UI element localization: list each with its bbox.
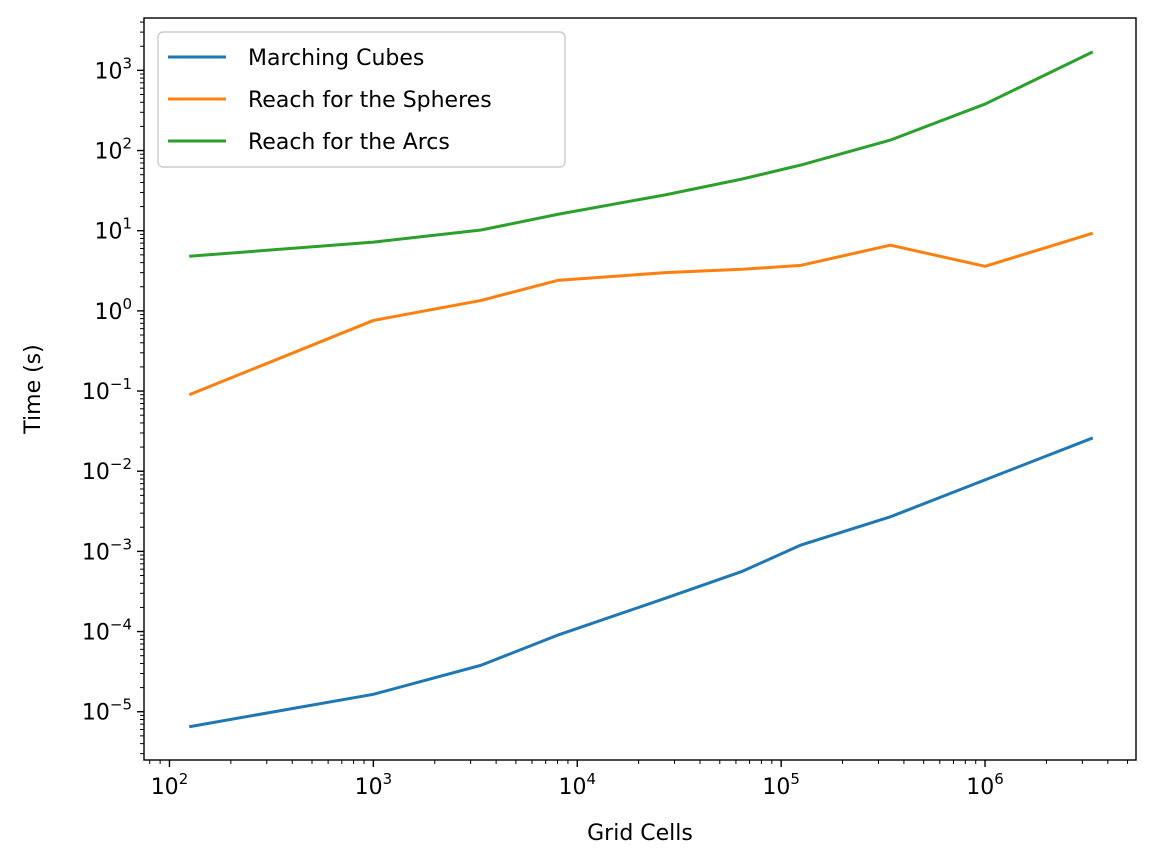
x-tick-label: 106: [966, 770, 1004, 800]
legend: Marching Cubes Reach for the Spheres Reach…: [157, 31, 566, 168]
y-tick-label: 102: [94, 135, 132, 165]
ticks-layer: 102 103 104 105 106 10−5 10−4 10−3 10−2 10−1 100 10…: [82, 21, 1129, 800]
plot-frame: [143, 17, 1137, 761]
y-tick-label: 100: [94, 295, 132, 325]
legend-box: [157, 31, 566, 168]
y-tick-label: 10−2: [82, 455, 132, 485]
legend-label: Reach for the Spheres: [248, 88, 492, 113]
y-tick-label: 10−1: [82, 375, 132, 405]
legend-label: Marching Cubes: [248, 46, 424, 71]
x-tick-label: 104: [558, 770, 596, 800]
series-line-reach-for-the-arcs: [189, 50, 1094, 258]
series-line-marching-cubes: [188, 436, 1094, 729]
y-tick-label: 101: [94, 215, 132, 245]
x-axis-label: Grid Cells: [587, 821, 693, 846]
y-tick-label: 10−3: [82, 535, 132, 565]
x-tick-label: 102: [151, 770, 189, 800]
x-tick-label: 103: [355, 770, 393, 800]
y-tick-label: 10−5: [82, 696, 132, 726]
y-axis-label: Time (s): [21, 344, 46, 434]
y-tick-label: 10−4: [82, 616, 132, 646]
series-layer: [188, 50, 1094, 729]
legend-label: Reach for the Arcs: [248, 130, 450, 155]
series-line-reach-for-the-spheres: [188, 231, 1094, 397]
x-tick-label: 105: [762, 770, 800, 800]
y-tick-label: 103: [94, 54, 132, 84]
